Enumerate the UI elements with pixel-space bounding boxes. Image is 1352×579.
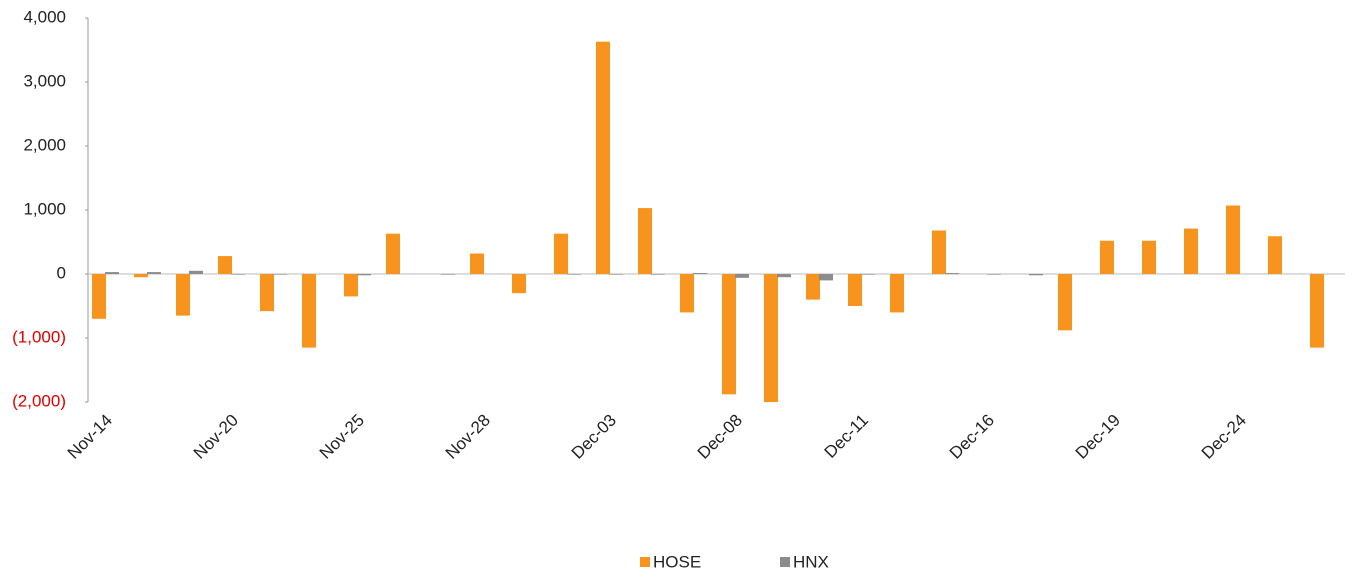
bar <box>651 274 665 275</box>
bar <box>890 274 904 313</box>
bar <box>1268 236 1282 274</box>
y-tick-label: 3,000 <box>23 71 66 90</box>
bar <box>105 272 119 274</box>
x-tick-label: Nov-28 <box>442 411 494 463</box>
x-tick-label: Dec-16 <box>946 411 998 463</box>
bar <box>722 274 736 395</box>
x-tick-label: Nov-14 <box>64 411 116 463</box>
x-tick-label: Dec-19 <box>1072 411 1124 463</box>
bar <box>987 274 1001 275</box>
legend-swatch <box>640 557 650 567</box>
y-tick-label: (2,000) <box>12 391 66 410</box>
bar <box>470 253 484 274</box>
bar <box>945 273 959 274</box>
x-tick-label: Dec-11 <box>821 411 872 462</box>
bar <box>189 270 203 274</box>
bar <box>819 274 833 281</box>
y-tick-label: 2,000 <box>23 135 66 154</box>
bar <box>1184 228 1198 274</box>
bar <box>147 272 161 274</box>
bar <box>777 274 791 278</box>
bar <box>1142 240 1156 274</box>
x-tick-label: Dec-08 <box>694 411 746 463</box>
x-tick-label: Nov-20 <box>190 411 242 463</box>
bar <box>1310 274 1324 348</box>
bar <box>680 274 694 313</box>
bar <box>554 233 568 274</box>
bar <box>441 274 455 275</box>
legend-label: HNX <box>793 552 829 571</box>
bar <box>1226 205 1240 274</box>
bar <box>735 274 749 278</box>
bar <box>638 208 652 274</box>
y-tick-label: 4,000 <box>23 7 66 26</box>
bar <box>134 274 148 278</box>
bar <box>609 274 623 275</box>
x-tick-label: Dec-24 <box>1198 411 1250 463</box>
bar <box>344 274 358 297</box>
bar <box>92 274 106 319</box>
y-tick-label: 0 <box>57 263 66 282</box>
bar <box>1100 240 1114 274</box>
x-tick-label: Nov-25 <box>316 411 368 463</box>
x-tick-label: Dec-03 <box>568 411 620 463</box>
bar <box>596 41 610 275</box>
bar <box>218 256 232 274</box>
bar <box>176 274 190 316</box>
bar <box>848 274 862 306</box>
legend-swatch <box>780 557 790 567</box>
bar <box>693 273 707 274</box>
bar <box>567 274 581 275</box>
bar <box>386 233 400 274</box>
bar <box>273 274 287 275</box>
bar <box>512 274 526 294</box>
bar <box>1029 274 1043 276</box>
bar <box>932 230 946 274</box>
bar <box>260 274 274 312</box>
y-tick-label: 1,000 <box>23 199 66 218</box>
bar <box>357 274 371 276</box>
bar <box>806 274 820 300</box>
bar <box>231 274 245 275</box>
bar <box>861 274 875 275</box>
y-tick-label: (1,000) <box>12 327 66 346</box>
legend-label: HOSE <box>653 552 701 571</box>
bar <box>764 274 778 402</box>
bar <box>1058 274 1072 331</box>
bar <box>302 274 316 348</box>
